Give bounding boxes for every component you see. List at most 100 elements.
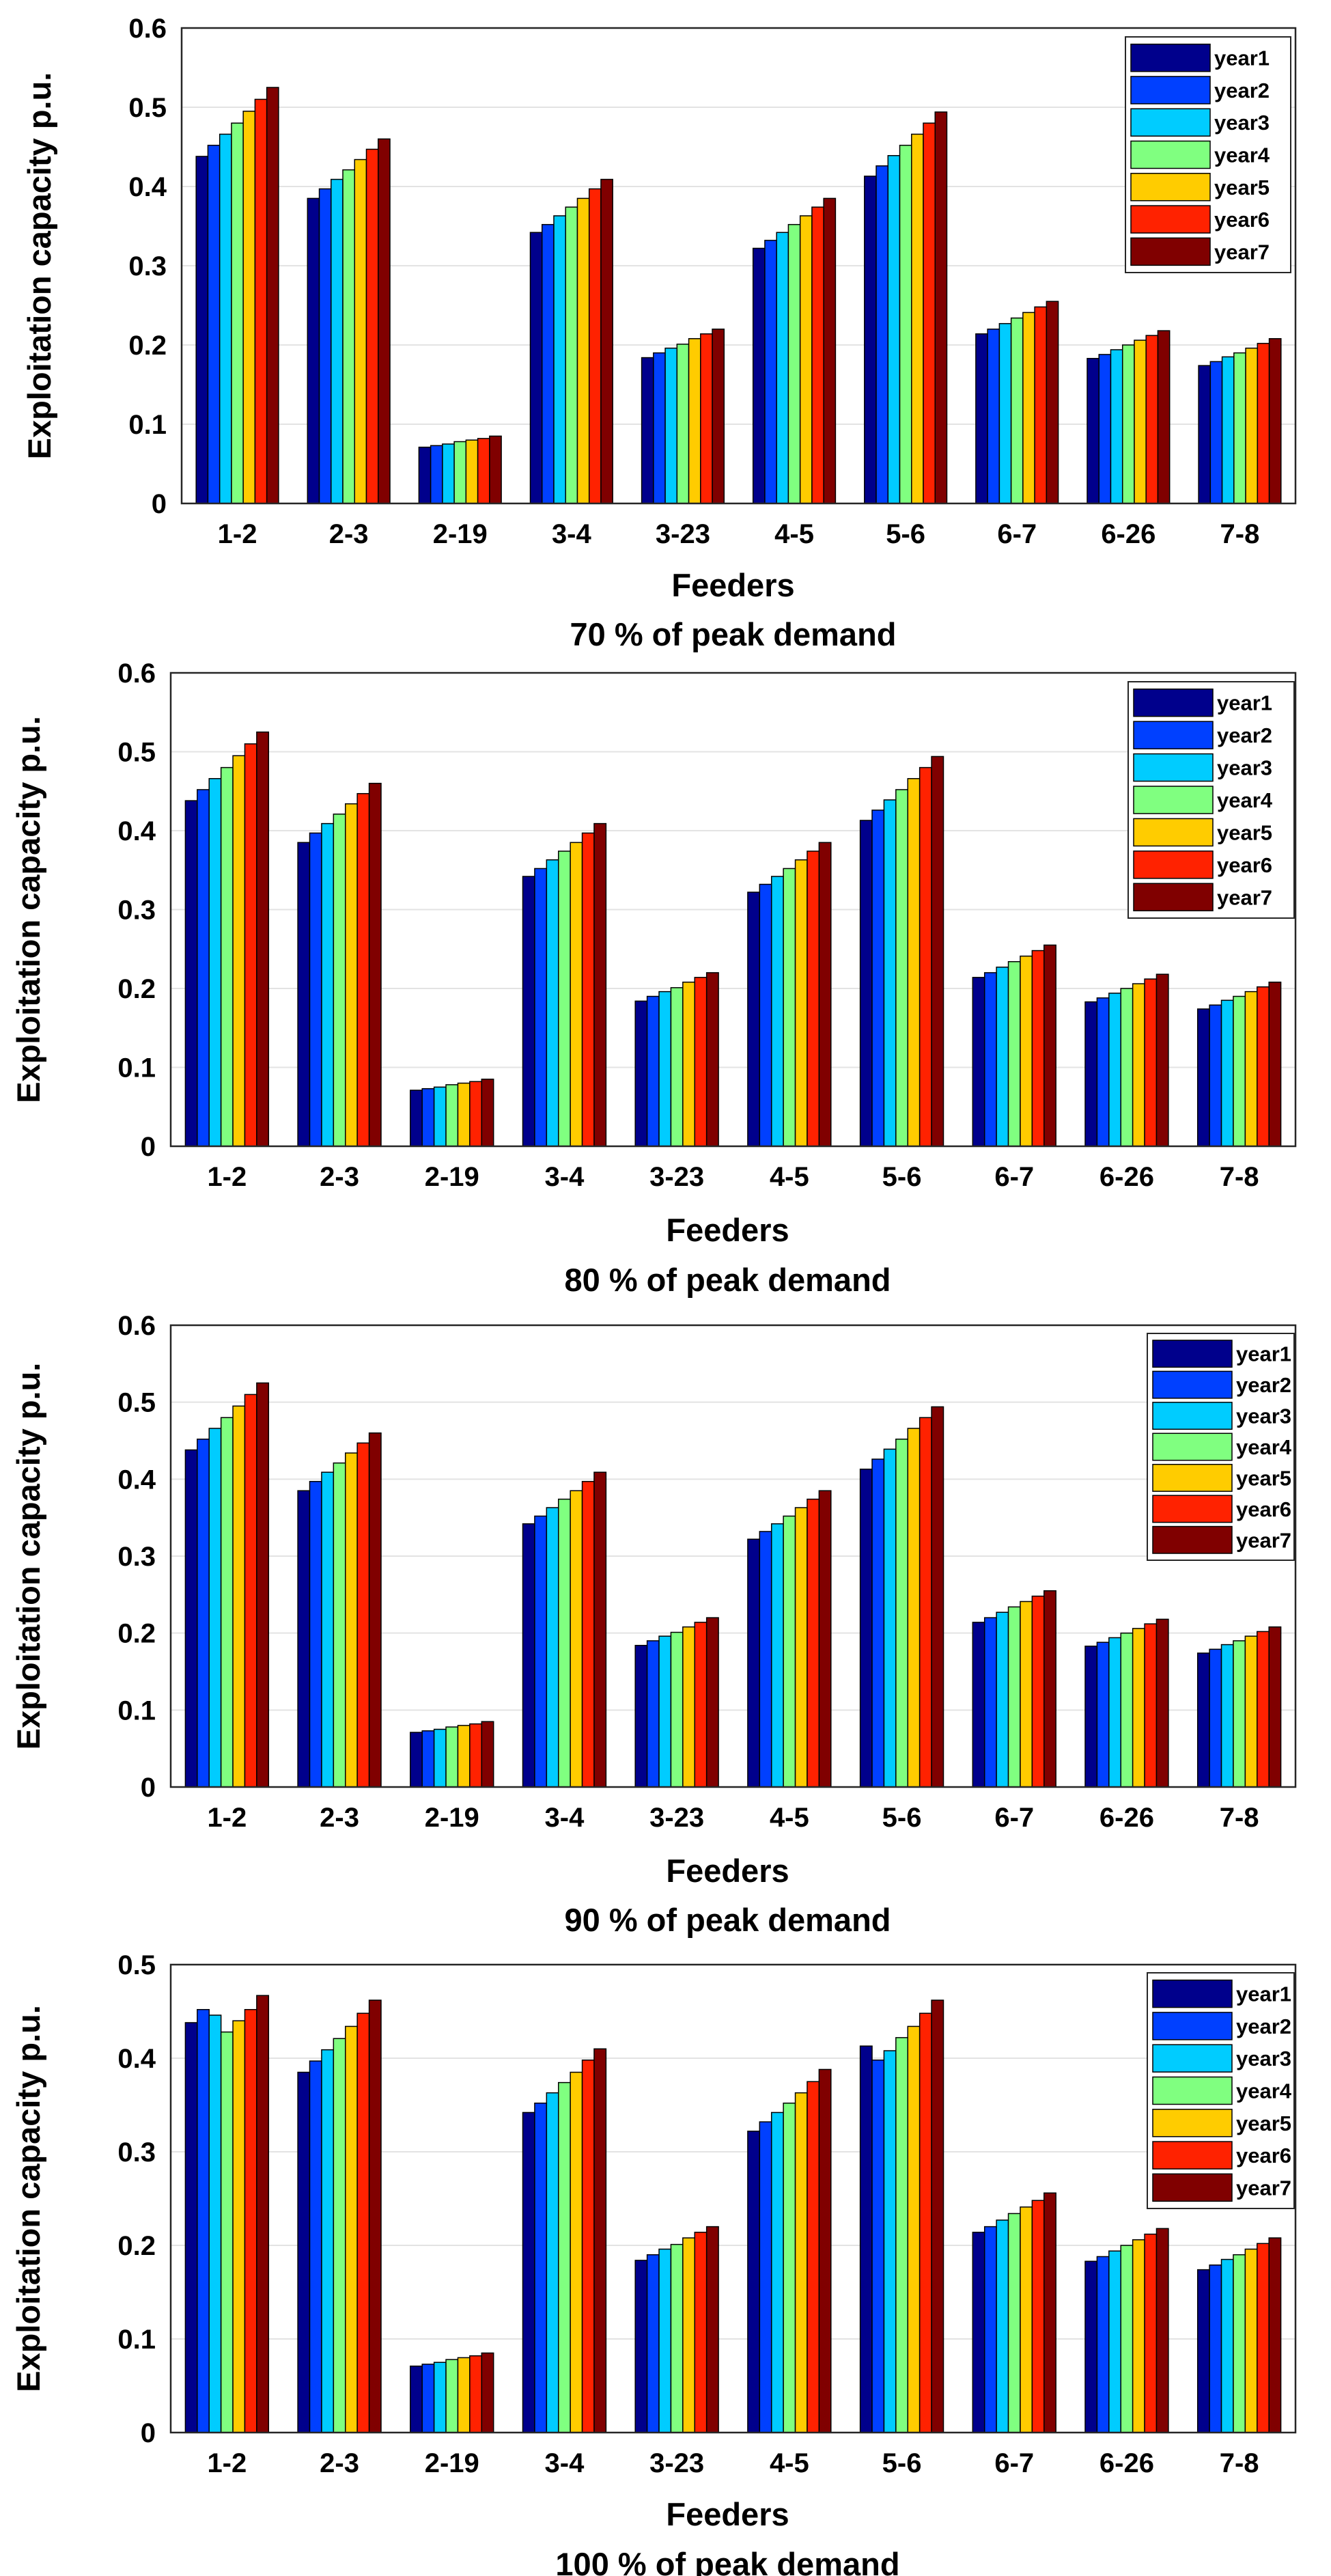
bar-year5-2-19 — [457, 1082, 471, 1147]
x-tick-label: 3-4 — [545, 1803, 585, 1833]
legend-label-year3: year3 — [1236, 2047, 1291, 2071]
bar-year4-5-6 — [899, 144, 912, 504]
legend-label-year7: year7 — [1236, 2176, 1291, 2200]
bar-year2-1-2 — [207, 144, 221, 504]
bar-year7-7-8 — [1268, 2237, 1282, 2433]
bar-year2-1-2 — [197, 2009, 210, 2433]
bar-year5-6-26 — [1132, 983, 1145, 1147]
bar-year4-7-8 — [1233, 995, 1246, 1147]
bar-year2-6-7 — [983, 2226, 997, 2433]
bar-year4-4-5 — [783, 2103, 796, 2433]
chart-panel-3: 0 0.1 0.2 0.3 0.4 0.5 0.6 1-2 2-3 2-19 3-4 3-23 4-5 5… — [10, 1311, 1297, 1938]
bar-year2-3-23 — [653, 352, 666, 504]
bar-year2-6-7 — [983, 972, 997, 1147]
bar-year2-6-7 — [987, 329, 1000, 504]
x-tick-label: 6-7 — [994, 1162, 1034, 1192]
bar-year6-6-7 — [1031, 1595, 1045, 1788]
bar-year4-6-26 — [1121, 344, 1135, 504]
bar-year6-2-3 — [356, 1442, 370, 1788]
bar-year3-2-19 — [433, 1086, 447, 1147]
bar-year1-6-26 — [1087, 357, 1099, 504]
bar-year2-7-8 — [1209, 2265, 1222, 2433]
bar-year5-1-2 — [232, 755, 246, 1147]
bar-year1-5-6 — [859, 1468, 873, 1788]
bar-year3-6-26 — [1108, 1637, 1121, 1788]
chart-panel-4: 0 0.1 0.2 0.3 0.4 0.5 1-2 2-3 2-19 3-4 3-23 4-5 5-6 6… — [10, 1950, 1297, 2576]
bar-year3-4-5 — [770, 2111, 784, 2433]
bar-year5-4-5 — [794, 2092, 808, 2433]
bar-year3-7-8 — [1220, 1644, 1234, 1788]
bar-year5-6-7 — [1020, 1601, 1033, 1788]
x-tick-label: 6-7 — [994, 1803, 1034, 1833]
bar-year3-3-23 — [658, 991, 672, 1147]
x-axis-label: Feeders — [666, 2496, 789, 2532]
x-tick-label: 5-6 — [886, 519, 925, 549]
bar-year6-3-23 — [694, 1622, 707, 1788]
bar-year7-3-4 — [593, 2048, 607, 2433]
x-tick-label: 2-19 — [433, 519, 488, 549]
bar-year1-6-7 — [975, 333, 988, 504]
bar-year3-1-2 — [208, 2014, 222, 2433]
y-tick-label: 0.5 — [117, 1388, 156, 1418]
bar-year4-2-3 — [333, 1462, 346, 1788]
legend-swatch-year6 — [1130, 205, 1211, 234]
bar-year7-2-19 — [481, 2352, 494, 2433]
bar-year6-5-6 — [919, 1417, 932, 1788]
legend-swatch-year2 — [1152, 2012, 1233, 2040]
plot-frame — [169, 1963, 1297, 2434]
x-tick-label: 6-26 — [1099, 1162, 1154, 1192]
bar-year7-3-4 — [593, 1471, 607, 1788]
bar-year5-3-4 — [576, 197, 590, 504]
legend-label-year6: year6 — [1217, 853, 1272, 877]
legend-label-year4: year4 — [1236, 1435, 1292, 1459]
y-axis-label: Exploitation capacity p.u. — [10, 716, 46, 1103]
legend-label-year1: year1 — [1236, 1342, 1291, 1366]
legend-swatch-year3 — [1130, 108, 1211, 137]
legend-swatch-year6 — [1152, 2141, 1233, 2170]
bar-year7-6-7 — [1043, 944, 1056, 1147]
bar-year1-6-26 — [1084, 2260, 1098, 2433]
bar-year2-3-23 — [646, 1640, 660, 1788]
y-axis-label: Exploitation capacity p.u. — [10, 1363, 46, 1750]
bar-year2-7-8 — [1209, 361, 1223, 504]
x-tick-label: 6-26 — [1099, 2448, 1154, 2478]
bar-year7-5-6 — [931, 1406, 944, 1788]
bar-year3-3-4 — [546, 1507, 559, 1788]
bar-year4-4-5 — [783, 868, 796, 1147]
bar-year3-1-2 — [208, 778, 222, 1147]
bar-year4-2-19 — [445, 1726, 459, 1788]
y-axis-label: Exploitation capacity p.u. — [10, 2005, 46, 2392]
chart-panel-2: 0 0.1 0.2 0.3 0.4 0.5 0.6 1-2 2-3 2-19 3-4 3-23 4-5 5… — [10, 659, 1297, 1298]
bar-year5-7-8 — [1245, 347, 1259, 504]
bar-year6-7-8 — [1257, 986, 1270, 1147]
bar-year3-3-23 — [658, 1635, 672, 1788]
bar-year5-2-3 — [345, 1452, 358, 1788]
bar-year1-6-26 — [1084, 1001, 1098, 1147]
bar-year7-5-6 — [931, 756, 944, 1147]
y-tick-label: 0.1 — [117, 1053, 156, 1083]
x-tick-label: 4-5 — [770, 2448, 809, 2478]
bar-year3-3-4 — [546, 859, 559, 1147]
bar-year5-2-19 — [465, 439, 479, 504]
legend-label-year7: year7 — [1214, 240, 1270, 264]
y-tick-label: 0 — [152, 489, 167, 519]
bar-year1-2-19 — [410, 1732, 423, 1788]
legend-swatch-year1 — [1152, 1340, 1233, 1368]
x-tick-label: 3-4 — [545, 2448, 585, 2478]
bar-year7-3-23 — [705, 2226, 719, 2433]
bar-year6-2-19 — [469, 1081, 483, 1147]
x-tick-label: 2-19 — [425, 1162, 479, 1192]
bar-year7-5-6 — [931, 1999, 944, 2433]
legend-swatch-year5 — [1152, 2109, 1233, 2137]
bar-year6-1-2 — [254, 98, 268, 504]
bar-year7-2-3 — [368, 1432, 382, 1788]
bar-year1-5-6 — [864, 176, 877, 504]
bar-year4-3-23 — [670, 2243, 684, 2433]
y-tick-label: 0 — [141, 1773, 156, 1803]
bar-year6-7-8 — [1257, 2243, 1270, 2433]
x-tick-label: 5-6 — [882, 1162, 922, 1192]
bar-year3-2-19 — [433, 1728, 447, 1788]
bar-year2-6-26 — [1098, 354, 1112, 504]
bar-year1-5-6 — [859, 2045, 873, 2433]
bar-year7-5-6 — [934, 111, 948, 504]
